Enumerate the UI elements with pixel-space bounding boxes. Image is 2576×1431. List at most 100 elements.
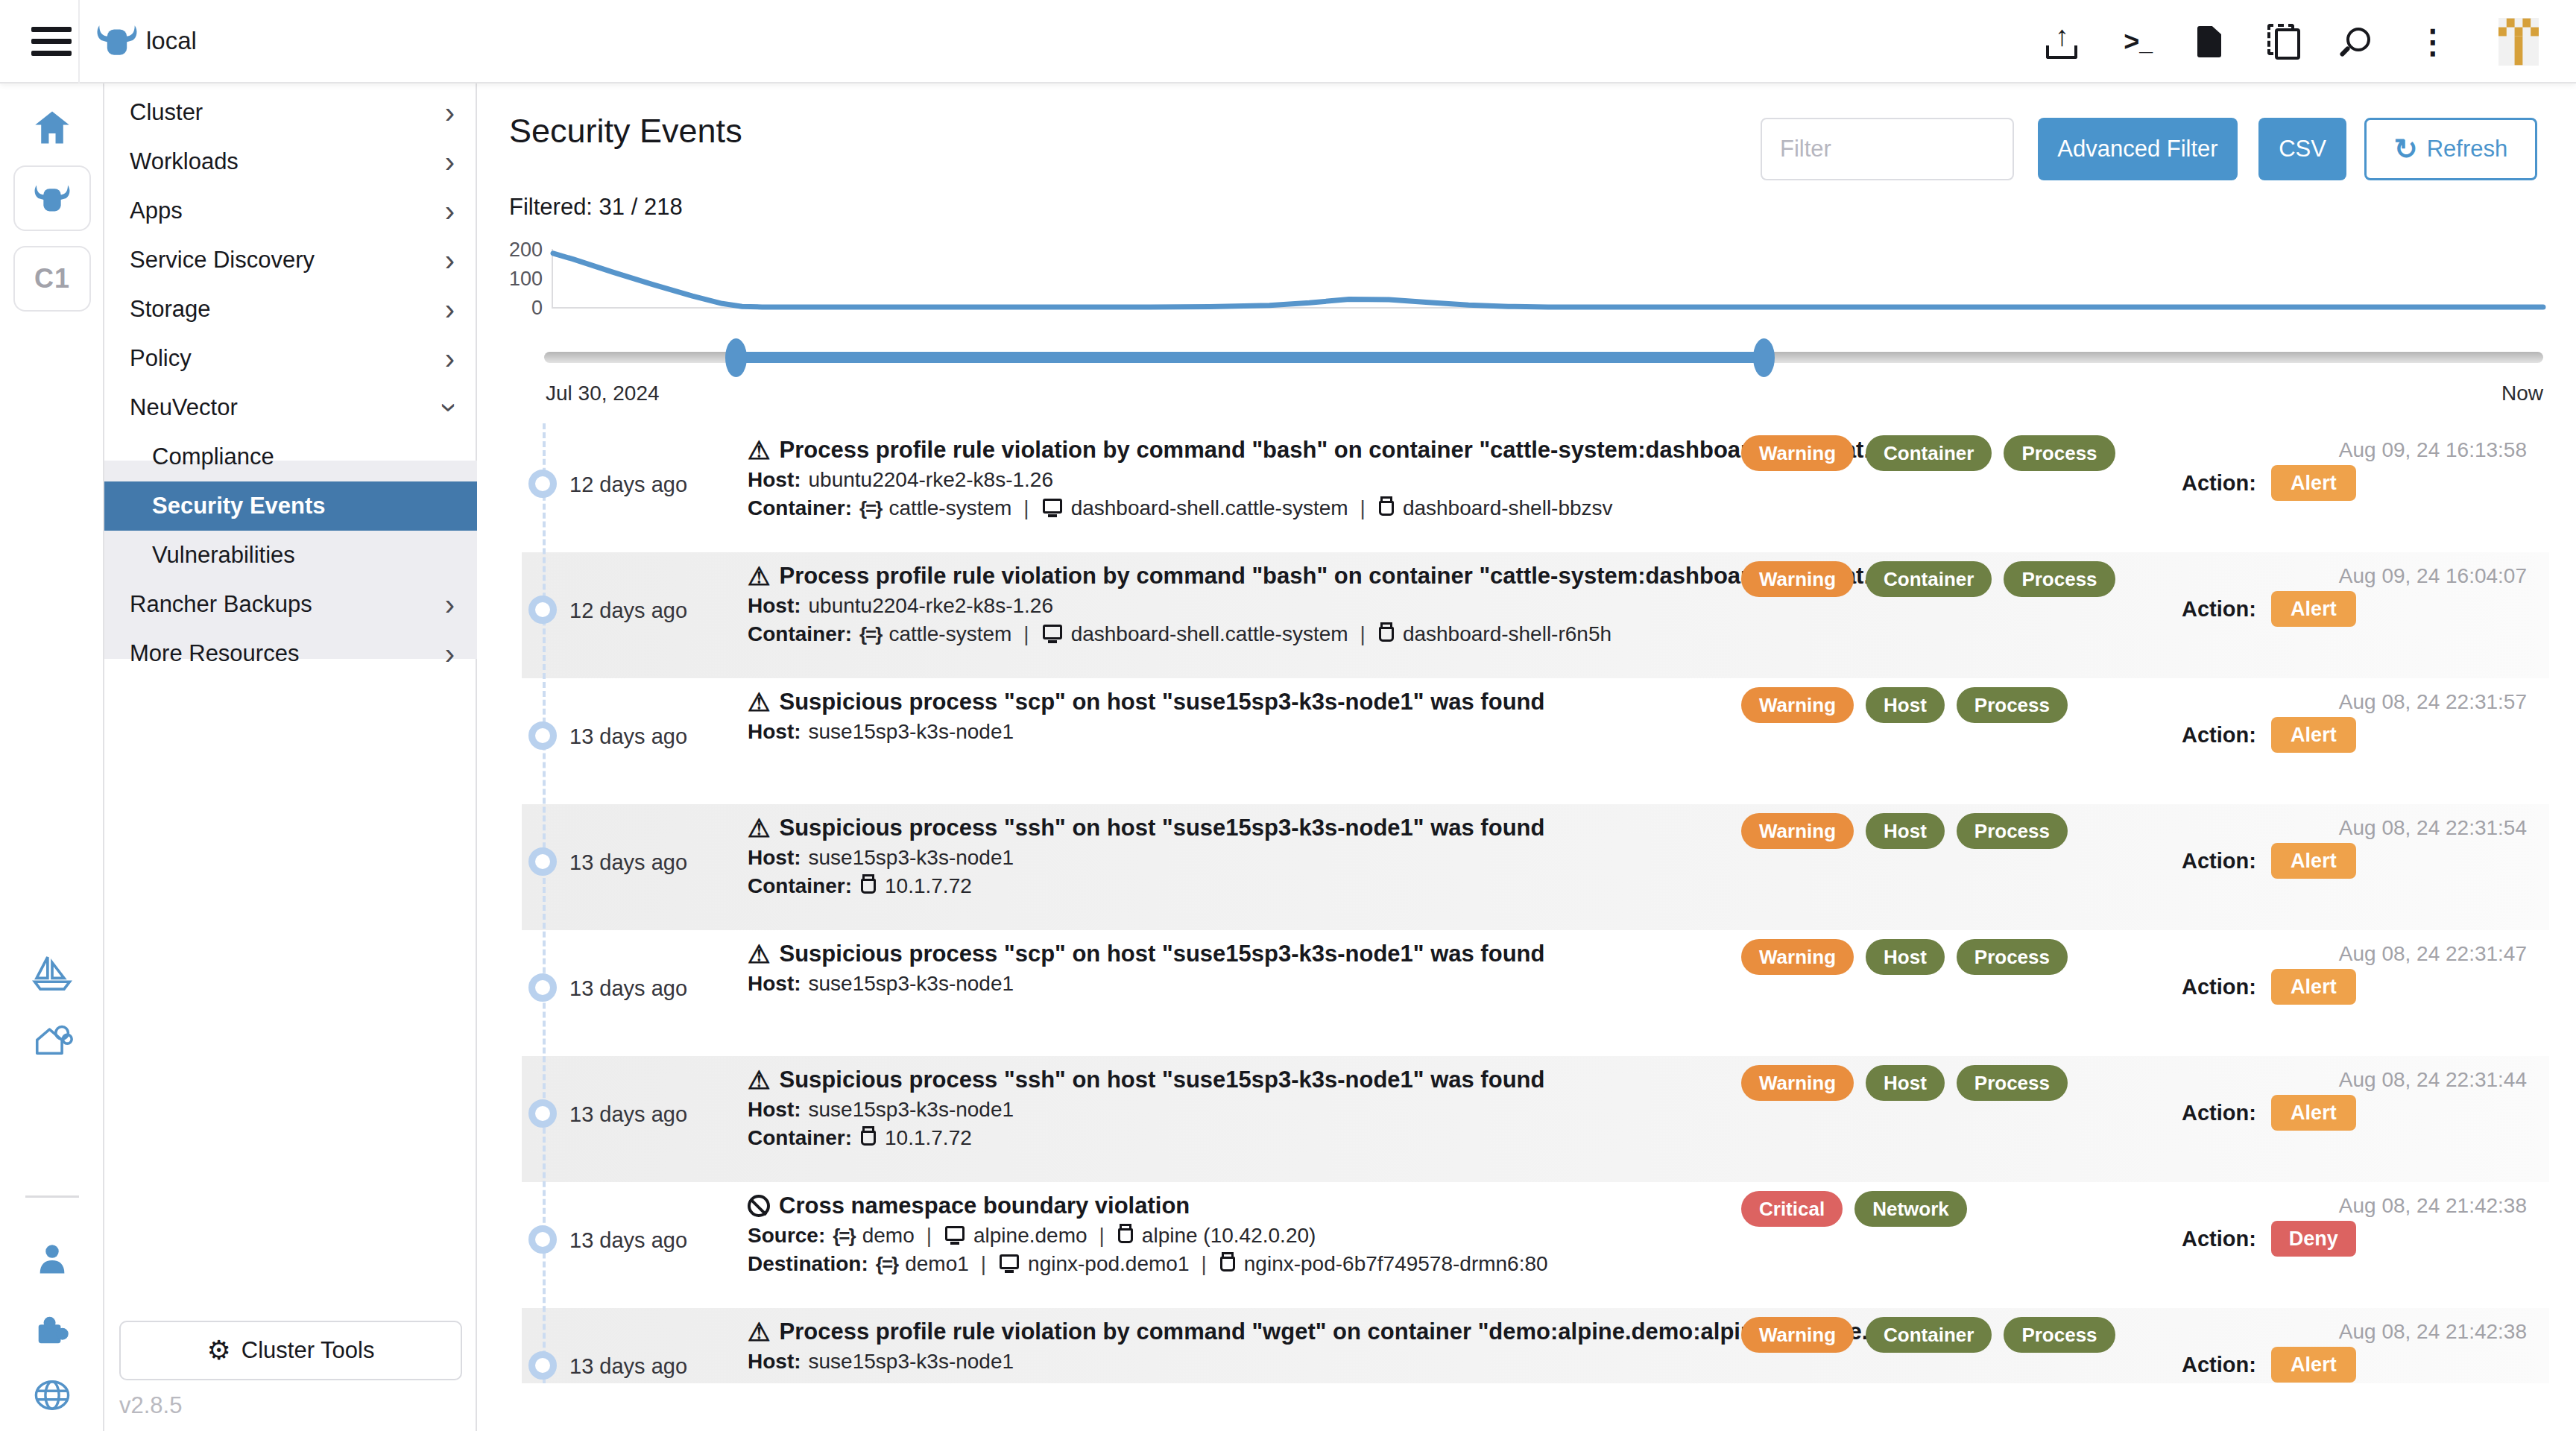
namespace-icon: {=} [876,1253,897,1276]
container-value: dashboard-shell-bbzsv [1403,496,1613,520]
event-row[interactable]: 13 days ago ⚠Suspicious process "ssh" on… [522,1056,2549,1182]
event-title: Suspicious process "scp" on host "suse15… [779,941,1544,967]
warning-icon: ⚠ [748,437,770,463]
topbar-divider [78,0,80,83]
warning-icon: ⚠ [748,1319,770,1345]
sidebar-item-security-events[interactable]: Security Events [104,481,477,531]
c1-label: C1 [34,263,70,294]
sidebar-nav: Cluster› Workloads› Apps› Service Discov… [104,83,477,1431]
warning-icon: ⚠ [748,1067,770,1093]
top-bar: local ↑ >_ ⋮ [0,0,2576,83]
host-label: Host: [748,1098,801,1122]
sidebar-item-label: NeuVector [130,394,238,421]
container-icon [1379,501,1394,516]
main-content: Security Events Advanced Filter CSV ↻ Re… [477,83,2576,1431]
host-value: suse15sp3-k3s-node1 [809,846,1014,870]
event-row[interactable]: 12 days ago ⚠Process profile rule violat… [522,552,2549,678]
category-badge: Container [1866,435,1992,471]
category-badge: Host [1866,687,1945,723]
sidebar-item-cluster[interactable]: Cluster› [104,88,477,137]
sidebar-item-workloads[interactable]: Workloads› [104,137,477,186]
filter-input[interactable] [1761,118,2014,180]
container-value: dashboard-shell-r6n5h [1403,622,1611,646]
event-row[interactable]: 13 days ago ⚠Suspicious process "scp" on… [522,678,2549,804]
user-icon[interactable] [0,1243,104,1277]
category-badge: Container [1866,1317,1992,1353]
kubectl-shell-icon[interactable]: >_ [2124,26,2151,57]
event-row[interactable]: 13 days ago Cross namespace boundary vio… [522,1182,2549,1308]
container-label: Container: [748,1126,852,1150]
event-row[interactable]: 13 days ago ⚠Suspicious process "ssh" on… [522,804,2549,930]
event-age: 13 days ago [569,1228,687,1253]
sidebar-item-compliance[interactable]: Compliance [104,432,477,481]
sidebar-item-rancher-backups[interactable]: Rancher Backups› [104,580,477,629]
fleet-icon[interactable] [0,953,104,993]
chevron-right-icon: › [445,294,455,324]
event-row[interactable]: 13 days ago ⚠Process profile rule violat… [522,1308,2549,1383]
event-date: Aug 09, 24 16:04:07 [2339,564,2527,588]
severity-badge: Warning [1741,1317,1854,1353]
y-tick-100: 100 [480,268,543,291]
globe-icon[interactable] [0,1379,104,1412]
timeline-dot [528,1225,557,1254]
upload-icon[interactable]: ↑ [2046,25,2077,59]
action-label: Action: [2182,1353,2256,1377]
badge-group: Warning Host Process [1741,939,2068,975]
events-trend-chart [552,249,2543,309]
cluster-tools-label: Cluster Tools [242,1337,375,1364]
action-badge: Alert [2271,465,2356,501]
action-badge: Deny [2271,1221,2356,1257]
event-row[interactable]: 13 days ago ⚠Suspicious process "scp" on… [522,930,2549,1056]
action-label: Action: [2182,1227,2256,1251]
sidebar-item-label: Service Discovery [130,247,315,274]
sidebar-item-storage[interactable]: Storage› [104,285,477,334]
action-label: Action: [2182,1101,2256,1125]
sidebar-item-more-resources[interactable]: More Resources› [104,629,477,678]
slider-handle-end[interactable] [1753,338,1775,377]
chevron-right-icon: › [445,590,455,619]
user-avatar[interactable] [2498,18,2539,66]
severity-badge: Critical [1741,1191,1843,1227]
file-icon[interactable] [2197,26,2221,57]
cluster-tools-button[interactable]: ⚙ Cluster Tools [119,1321,462,1380]
sidebar-item-service-discovery[interactable]: Service Discovery› [104,236,477,285]
container-label: Container: [748,874,852,898]
pod-value: alpine.demo [973,1224,1087,1248]
extensions-icon[interactable] [0,1312,104,1348]
slider-handle-start[interactable] [725,338,747,377]
sidebar-item-vulnerabilities[interactable]: Vulnerabilities [104,531,477,580]
copy-icon[interactable] [2267,24,2300,60]
event-title: Process profile rule violation by comman… [779,437,1883,464]
pod-icon [945,1226,965,1241]
cluster-c1-badge[interactable]: C1 [13,246,91,312]
action-badge: Alert [2271,969,2356,1005]
advanced-filter-button[interactable]: Advanced Filter [2038,118,2238,180]
hamburger-menu-icon[interactable] [31,27,72,57]
home-icon[interactable] [0,110,104,145]
event-age: 12 days ago [569,598,687,623]
sidebar-item-neuvector[interactable]: NeuVector› [104,383,477,432]
slider-selected-range[interactable] [736,352,1764,363]
timeline-dot [528,596,557,624]
harvester-icon[interactable] [0,1020,104,1057]
refresh-icon: ↻ [2394,133,2418,165]
category-badge: Host [1866,813,1945,849]
sidebar-item-policy[interactable]: Policy› [104,334,477,383]
event-row[interactable]: 12 days ago ⚠Process profile rule violat… [522,426,2549,552]
namespace-value: demo [862,1224,915,1248]
category-badge: Process [2004,1317,2115,1353]
badge-group: Warning Container Process [1741,561,2115,597]
sidebar-item-label: Apps [130,198,183,224]
category-badge: Host [1866,939,1945,975]
host-label: Host: [748,468,801,492]
kebab-menu-icon[interactable]: ⋮ [2416,28,2449,54]
csv-button[interactable]: CSV [2258,118,2346,180]
event-date: Aug 09, 24 16:13:58 [2339,438,2527,462]
sidebar-item-apps[interactable]: Apps› [104,186,477,236]
timeline-dot [528,973,557,1002]
active-cluster-badge[interactable] [13,165,91,231]
search-icon[interactable] [2346,32,2370,51]
container-label: Container: [748,496,852,520]
pod-icon [1043,625,1062,639]
refresh-button[interactable]: ↻ Refresh [2364,118,2537,180]
